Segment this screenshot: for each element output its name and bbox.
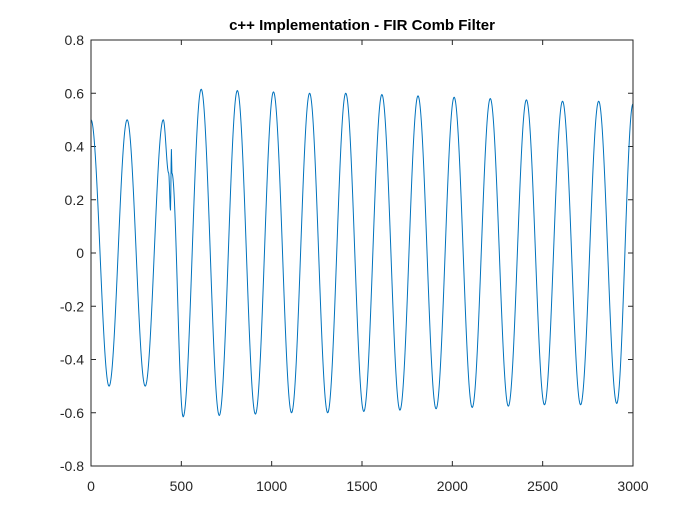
series-layer (90, 88, 634, 418)
x-tick-label: 2000 (437, 478, 468, 494)
x-tick-label: 2500 (527, 478, 558, 494)
y-tick-label: 0 (76, 245, 84, 261)
y-tick-label: 0.4 (65, 139, 85, 155)
y-tick-label: 0.2 (65, 192, 85, 208)
x-tick-label: 1500 (346, 478, 377, 494)
x-tick-label: 500 (170, 478, 194, 494)
y-tick-label: -0.6 (60, 405, 84, 421)
plot-box (90, 39, 634, 467)
y-tick-label: -0.4 (60, 352, 84, 368)
x-axis: 0 500 1000 1500 2000 2500 3000 (87, 40, 649, 494)
y-axis: 0.8 0.6 0.4 0.2 0 -0.2 -0.4 -0.6 -0.8 (60, 32, 633, 474)
x-tick-label: 1000 (256, 478, 287, 494)
x-tick-label: 0 (87, 478, 95, 494)
x-tick-label: 3000 (617, 478, 648, 494)
y-tick-label: 0.8 (65, 32, 85, 48)
y-tick-label: -0.8 (60, 458, 84, 474)
series-line-0 (90, 88, 634, 418)
y-tick-label: 0.6 (65, 85, 85, 101)
y-tick-label: -0.2 (60, 298, 84, 314)
chart-title: c++ Implementation - FIR Comb Filter (229, 17, 495, 34)
